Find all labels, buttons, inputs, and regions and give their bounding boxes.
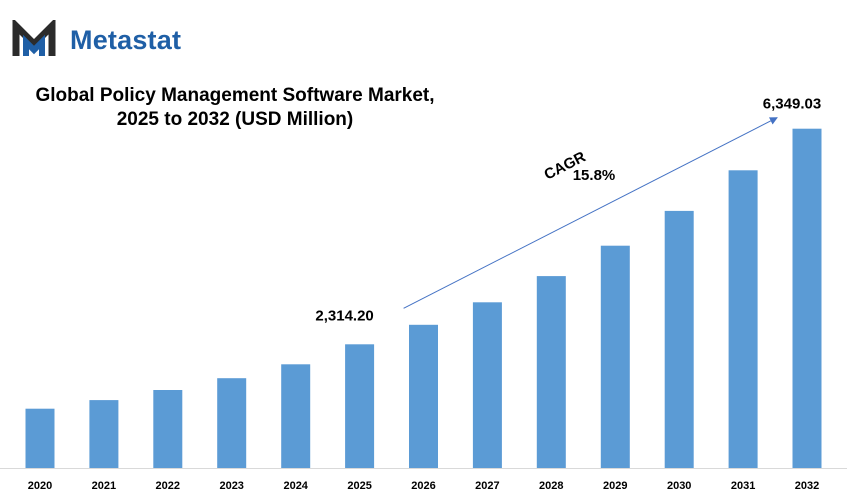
bar-2020 xyxy=(25,408,55,468)
cagr-value: 15.8% xyxy=(573,167,616,184)
x-tick-label-2031: 2031 xyxy=(731,480,755,492)
x-tick-label-2032: 2032 xyxy=(795,480,819,492)
x-tick-label-2021: 2021 xyxy=(92,480,116,492)
bar-2026 xyxy=(409,324,438,468)
metastat-logo-mark-icon xyxy=(12,20,56,56)
chart-subtitle: 2025 to 2032 (USD Million) xyxy=(116,109,354,130)
bar-2029 xyxy=(600,245,630,468)
bar-2030 xyxy=(664,210,694,468)
x-tick-label-2024: 2024 xyxy=(283,480,308,492)
x-tick-labels: 2020 2021 2022 2023 2024 2025 2026 2027 2028 2029… xyxy=(28,480,819,492)
x-tick-label-2026: 2026 xyxy=(411,480,435,492)
x-tick-label-2027: 2027 xyxy=(475,480,499,492)
x-tick-label-2022: 2022 xyxy=(156,480,180,492)
x-tick-label-2030: 2030 xyxy=(667,480,691,492)
data-label-2025: 2,314.20 xyxy=(315,307,373,324)
bar-2024 xyxy=(281,364,311,468)
bar-2031 xyxy=(728,170,758,469)
bar-2032 xyxy=(792,128,822,468)
chart-title: Global Policy Management Software Market… xyxy=(35,85,435,106)
x-tick-label-2020: 2020 xyxy=(28,480,52,492)
metastat-logo: Metastat xyxy=(12,20,181,60)
x-tick-label-2023: 2023 xyxy=(219,480,243,492)
bar-2023 xyxy=(217,378,247,468)
data-label-2032: 6,349.03 xyxy=(763,96,821,113)
cagr-arrow xyxy=(403,117,778,309)
bar-2021 xyxy=(89,400,119,468)
bar-2027 xyxy=(472,302,502,468)
x-tick-label-2029: 2029 xyxy=(603,480,627,492)
logo-text: Metastat xyxy=(70,24,182,55)
x-tick-label-2025: 2025 xyxy=(347,480,371,492)
chart-title-block: Global Policy Management Software Market… xyxy=(0,84,470,132)
bars-group xyxy=(25,128,822,469)
x-tick-label-2028: 2028 xyxy=(539,480,563,492)
bar-2022 xyxy=(153,390,183,468)
data-labels: 2,314.20 6,349.03 xyxy=(315,96,821,325)
bar-2028 xyxy=(536,276,566,468)
bar-2025 xyxy=(345,344,375,468)
